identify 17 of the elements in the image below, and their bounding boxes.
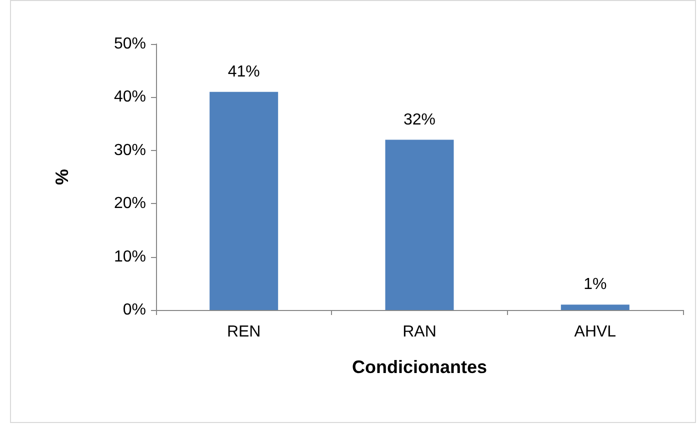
- y-tick-label: 30%: [114, 142, 146, 159]
- data-label: 1%: [584, 276, 607, 294]
- x-tick-label: REN: [226, 324, 261, 340]
- y-tick-label: 50%: [114, 36, 146, 52]
- data-label: 32%: [403, 111, 436, 128]
- x-tick-label: AHVL: [574, 324, 616, 340]
- y-tick-label: 20%: [114, 195, 146, 212]
- y-tick-label: 40%: [114, 88, 146, 106]
- x-axis-title: Condicionantes: [352, 357, 488, 377]
- bar: [210, 92, 278, 310]
- y-axis-title: %: [52, 168, 72, 186]
- bar: [560, 304, 630, 310]
- bar: [385, 140, 454, 310]
- y-tick-label: 10%: [114, 248, 146, 266]
- y-tick-label: 0%: [122, 302, 146, 318]
- x-tick-label: RAN: [402, 324, 436, 340]
- data-label: 41%: [228, 63, 260, 80]
